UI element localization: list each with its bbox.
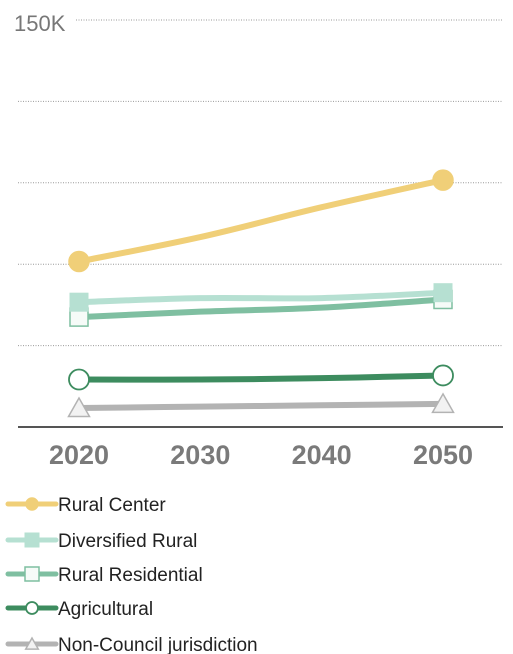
legend-entry: Non-Council jurisdiction	[5, 635, 258, 654]
legend-swatch-marker	[24, 636, 40, 650]
series-line	[76, 289, 446, 306]
x-tick-label: 2050	[413, 440, 473, 470]
data-point-marker	[68, 250, 90, 273]
data-point-marker	[432, 169, 454, 191]
legend-swatch-marker	[24, 566, 40, 582]
gridlines	[18, 19, 503, 347]
series-line	[76, 296, 446, 321]
series-rural-center	[68, 169, 454, 273]
legend-entry: Rural Residential	[5, 565, 203, 586]
y-tick-label: 150K	[14, 11, 66, 36]
series-agricultural	[68, 364, 454, 391]
data-point-marker	[69, 292, 89, 312]
legend-label: Rural Center	[58, 495, 166, 516]
legend-swatch-marker	[24, 532, 40, 548]
data-point-marker	[431, 392, 455, 414]
legend-swatch-marker	[25, 497, 39, 511]
data-point-marker	[433, 283, 453, 303]
series-line	[76, 372, 446, 383]
axes: 150K 2020 2030 2040 2050	[14, 11, 503, 470]
x-tick-label: 2040	[292, 440, 352, 470]
series-layer	[67, 169, 455, 418]
series-diversified-rural	[69, 283, 453, 312]
data-point-marker	[432, 364, 454, 387]
legend-entry: Diversified Rural	[5, 531, 197, 552]
legend-swatch-marker	[25, 601, 39, 615]
legend: Rural Center Diversified Rural Rural Resid…	[5, 495, 258, 654]
legend-label: Agricultural	[58, 599, 153, 620]
data-point-marker	[67, 396, 91, 418]
series-line	[76, 400, 446, 412]
data-point-marker	[68, 368, 90, 391]
legend-label: Diversified Rural	[58, 531, 197, 552]
legend-label: Non-Council jurisdiction	[58, 635, 258, 654]
legend-label: Rural Residential	[58, 565, 203, 586]
series-rural-residential	[69, 289, 453, 327]
legend-entry: Rural Center	[5, 495, 166, 516]
legend-entry: Agricultural	[5, 599, 153, 620]
x-tick-label: 2030	[170, 440, 230, 470]
series-non-council-jurisdiction	[67, 392, 455, 418]
series-line	[76, 177, 446, 265]
x-tick-label: 2020	[49, 440, 109, 470]
